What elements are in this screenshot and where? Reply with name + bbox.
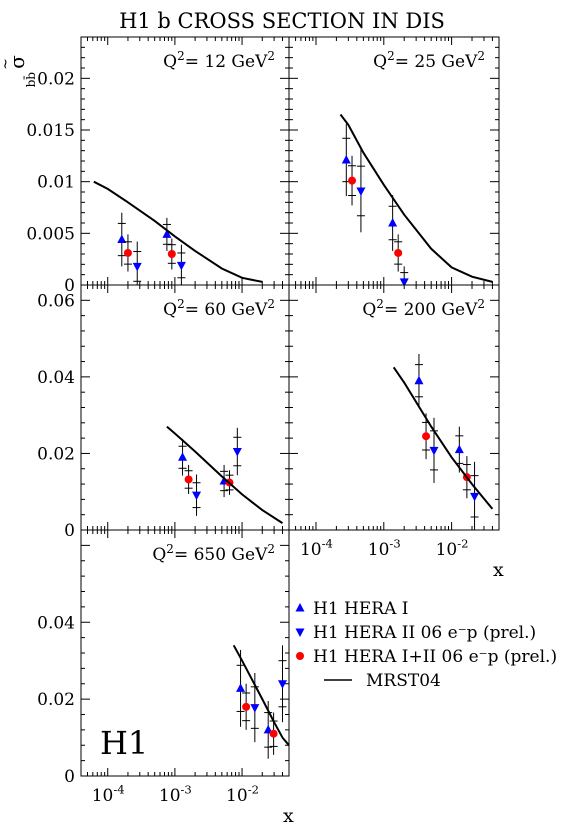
y-tick-label: 0 (64, 767, 75, 787)
hera1-marker (178, 452, 188, 461)
panel-plot-area (232, 644, 289, 759)
panel-frame (80, 36, 290, 286)
panel-q2-label: Q2= 25 GeV2 (373, 49, 485, 72)
legend-item-hera2: H1 HERA II 06 e⁻p (prel.) (295, 623, 536, 643)
hera1-marker (162, 229, 172, 238)
legend-marker-triangle-down (295, 628, 305, 637)
hera1-marker (263, 724, 273, 734)
y-tick-label: 0 (64, 276, 75, 296)
legend-label: MRST04 (366, 671, 441, 691)
legend-label: H1 HERA I (313, 599, 408, 619)
panel-q2-label: Q2= 60 GeV2 (163, 297, 275, 320)
panel-5: 0 0.02 0.04 10-4 10-3 10-2 x Q2= 650 GeV2 (37, 529, 294, 827)
panel-4: 10-4 10-3 10-2 x Q2= 200 GeV2 (288, 284, 504, 581)
panel-plot-area (166, 425, 284, 524)
combined-marker (348, 176, 357, 185)
legend-marker-circle (296, 652, 304, 660)
panel-2: Q2= 25 GeV2 (288, 36, 500, 286)
hera1-marker (388, 218, 398, 227)
combined-marker (123, 248, 132, 257)
panel-plot-area (339, 113, 493, 285)
hera2-marker (356, 187, 366, 196)
panel-1: 0 0.005 0.01 0.015 0.02 Q2= 12 GeV2 (26, 36, 290, 296)
hera2-marker (192, 491, 202, 501)
hera1-marker (414, 375, 424, 385)
hera1-marker (117, 234, 127, 244)
combined-marker (242, 702, 251, 711)
combined-marker (422, 432, 431, 441)
panel-3: 0 0.02 0.04 0.06 Q2= 60 GeV2 (37, 284, 290, 541)
hera2-marker (176, 261, 186, 271)
x-axis-title: x (493, 559, 504, 581)
legend-item-theory: MRST04 (324, 671, 441, 691)
combined-marker (167, 250, 176, 258)
panel-q2-label: Q2= 200 GeV2 (362, 297, 485, 320)
hera2-marker (399, 278, 409, 285)
hera2-marker (232, 448, 242, 457)
panel-plot-area (93, 180, 263, 285)
y-tick-label: 0.01 (37, 173, 75, 193)
y-tick-label: 0.04 (37, 368, 75, 388)
mrst04-curve (166, 425, 284, 524)
hera1-marker (341, 154, 351, 164)
legend: H1 HERA I H1 HERA II 06 e⁻p (prel.) H1 HER… (295, 599, 557, 691)
y-axis-title: σ ~ bb̄ (0, 55, 38, 88)
panel-q2-label: Q2= 650 GeV2 (152, 542, 275, 565)
hera1-marker (454, 444, 464, 454)
hera2-marker (132, 262, 142, 272)
x-tick-label: 10-3 (368, 536, 401, 560)
y-axis-title-tilde: ~ (0, 58, 14, 70)
x-tick-label: 10-3 (159, 782, 192, 806)
x-tick-label: 10-4 (300, 536, 333, 560)
y-tick-label: 0.04 (37, 613, 75, 633)
hera2-marker (429, 446, 439, 456)
x-tick-label: 10-4 (92, 782, 125, 806)
legend-label: H1 HERA I+II 06 e⁻p (prel.) (313, 647, 557, 667)
y-tick-label: 0 (64, 521, 75, 541)
x-tick-label: 10-2 (436, 536, 469, 560)
h1-logo: H1 (100, 724, 148, 762)
panel-frame (288, 36, 500, 286)
hera1-marker (236, 683, 246, 692)
legend-item-hera1: H1 HERA I (295, 599, 408, 619)
panel-plot-area (392, 353, 494, 530)
y-axis-title-sub: bb̄ (22, 72, 38, 88)
y-axis-title-base: σ (5, 55, 29, 69)
x-tick-label: 10-2 (226, 782, 259, 806)
y-tick-label: 0.015 (26, 121, 75, 141)
mrst04-curve (232, 644, 289, 746)
y-tick-label: 0.02 (37, 690, 75, 710)
combined-marker (394, 248, 403, 257)
y-tick-label: 0.06 (37, 291, 75, 311)
y-tick-label: 0.005 (26, 224, 75, 244)
combined-marker (184, 475, 193, 484)
combined-marker (269, 729, 278, 738)
y-tick-label: 0.02 (37, 69, 75, 89)
panel-q2-label: Q2= 12 GeV2 (163, 49, 275, 72)
hera2-marker (250, 704, 260, 713)
hera2-marker (470, 492, 480, 502)
chart-title: H1 b CROSS SECTION IN DIS (119, 9, 445, 33)
panels: 0 0.005 0.01 0.015 0.02 Q2= 12 GeV2 Q2= 25 GeV… (26, 36, 504, 827)
legend-marker-triangle-up (295, 603, 305, 612)
x-axis-title: x (283, 805, 294, 827)
panel-frame (80, 284, 290, 531)
legend-label: H1 HERA II 06 e⁻p (prel.) (313, 623, 536, 643)
panel-frame (288, 284, 500, 531)
mrst04-curve (392, 366, 494, 510)
mrst04-curve (93, 180, 263, 283)
mrst04-curve (339, 113, 493, 283)
hera2-marker (277, 680, 287, 689)
y-tick-label: 0.02 (37, 444, 75, 464)
legend-item-combined: H1 HERA I+II 06 e⁻p (prel.) (296, 647, 557, 667)
